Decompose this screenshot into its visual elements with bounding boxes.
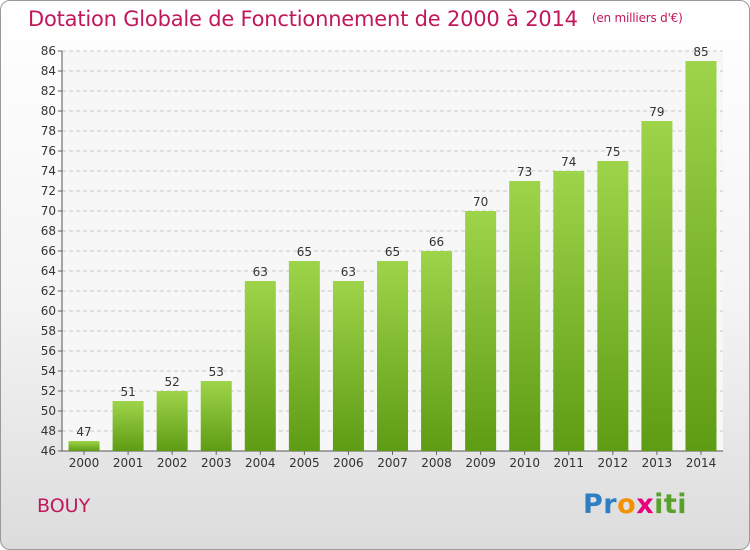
y-tick-label: 70: [41, 204, 56, 218]
logo-letter: t: [663, 489, 678, 520]
bar: [244, 281, 276, 451]
logo-letter: o: [617, 489, 637, 520]
x-tick-label: 2002: [157, 456, 188, 470]
bar-value-label: 63: [253, 265, 268, 279]
bar-value-label: 51: [120, 385, 135, 399]
bar-value-label: 52: [165, 375, 180, 389]
x-tick-label: 2006: [333, 456, 364, 470]
logo-letter: r: [603, 489, 618, 520]
bar: [685, 61, 717, 451]
y-tick-label: 48: [41, 424, 56, 438]
bar-value-label: 66: [429, 235, 444, 249]
y-tick-label: 60: [41, 304, 56, 318]
bar-value-label: 85: [693, 45, 708, 59]
y-tick-label: 66: [41, 244, 56, 258]
logo-letter: i: [654, 489, 664, 520]
x-tick-label: 2008: [421, 456, 452, 470]
x-tick-label: 2009: [465, 456, 496, 470]
y-tick-label: 80: [41, 104, 56, 118]
x-tick-label: 2000: [69, 456, 100, 470]
y-tick-label: 64: [41, 264, 56, 278]
bar-value-label: 70: [473, 195, 488, 209]
bar: [332, 281, 364, 451]
chart-unit: (en milliers d'€): [591, 11, 683, 25]
y-tick-label: 56: [41, 344, 56, 358]
x-tick-label: 2007: [377, 456, 408, 470]
bar: [465, 211, 497, 451]
x-tick-label: 2005: [289, 456, 320, 470]
y-tick-label: 76: [41, 144, 56, 158]
x-tick-label: 2014: [686, 456, 717, 470]
y-tick-label: 58: [41, 324, 56, 338]
y-tick-label: 62: [41, 284, 56, 298]
logo-letter: x: [636, 489, 655, 520]
y-tick-label: 46: [41, 444, 56, 458]
bar: [421, 251, 453, 451]
bar-value-label: 74: [561, 155, 576, 169]
y-tick-label: 78: [41, 124, 56, 138]
bar-value-label: 65: [297, 245, 312, 259]
bar: [156, 391, 188, 451]
x-tick-label: 2010: [509, 456, 540, 470]
bar-value-label: 79: [649, 105, 664, 119]
bar-value-label: 65: [385, 245, 400, 259]
x-tick-label: 2013: [642, 456, 673, 470]
y-tick-label: 86: [41, 44, 56, 58]
y-tick-label: 68: [41, 224, 56, 238]
y-tick-label: 50: [41, 404, 56, 418]
y-tick-label: 74: [41, 164, 56, 178]
bar: [509, 181, 541, 451]
bar-value-label: 47: [76, 425, 91, 439]
x-tick-label: 2003: [201, 456, 232, 470]
y-tick-label: 82: [41, 84, 56, 98]
x-tick-label: 2011: [553, 456, 584, 470]
x-tick-label: 2012: [598, 456, 629, 470]
bar-value-label: 53: [209, 365, 224, 379]
logo-letter: P: [583, 489, 604, 520]
x-tick-label: 2004: [245, 456, 276, 470]
bar: [68, 441, 100, 451]
bar: [597, 161, 629, 451]
chart-title: Dotation Globale de Fonctionnement de 20…: [28, 7, 683, 31]
bar-value-label: 75: [605, 145, 620, 159]
y-tick-label: 52: [41, 384, 56, 398]
bar: [641, 121, 673, 451]
logo-letter: i: [677, 489, 688, 520]
y-tick-label: 84: [41, 64, 56, 78]
chart-title-text: Dotation Globale de Fonctionnement de 20…: [28, 7, 578, 31]
bar: [553, 171, 585, 451]
commune-name: BOUY: [37, 495, 91, 517]
x-tick-label: 2001: [113, 456, 144, 470]
y-tick-label: 54: [41, 364, 56, 378]
proxiti-logo: Proxiti: [583, 489, 687, 520]
bar: [112, 401, 144, 451]
y-tick-label: 72: [41, 184, 56, 198]
bar: [377, 261, 408, 451]
bar-value-label: 73: [517, 165, 532, 179]
bar: [200, 381, 232, 451]
bar-value-label: 63: [341, 265, 356, 279]
bar: [288, 261, 320, 451]
